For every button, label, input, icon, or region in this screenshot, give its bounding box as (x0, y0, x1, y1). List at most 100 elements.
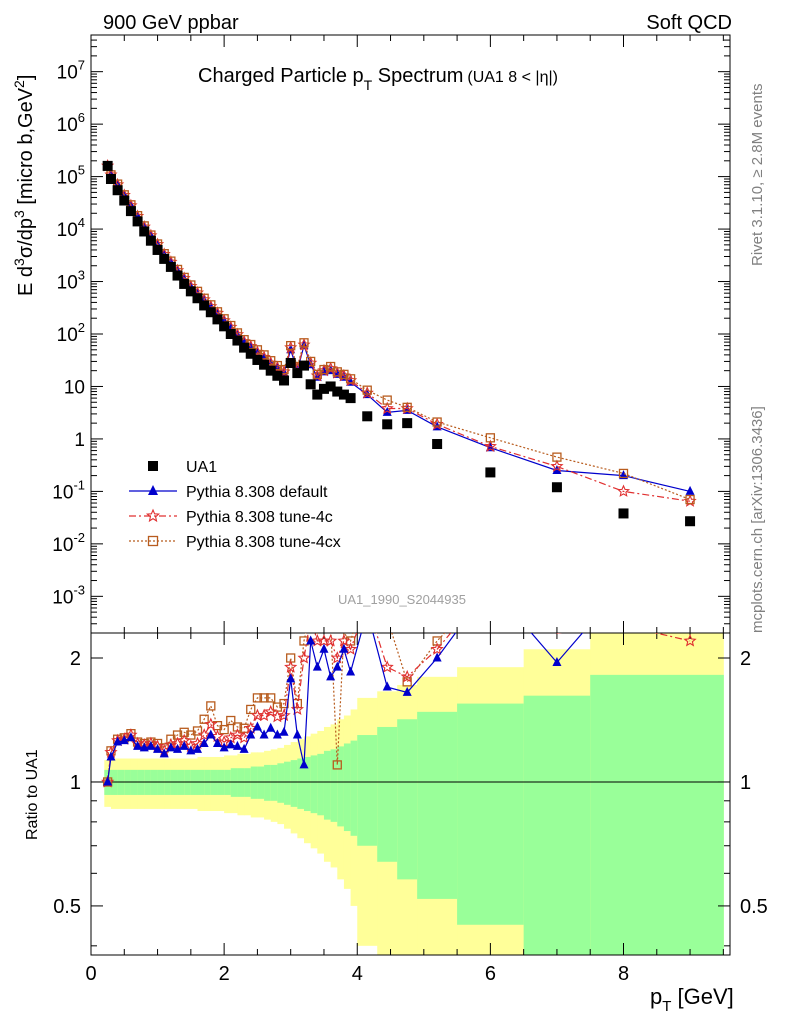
data-point (165, 261, 176, 272)
ratio-panel-frame (90, 632, 731, 956)
data-point (345, 374, 356, 384)
stat-uncertainty-band (357, 735, 378, 846)
legend-label: Pythia 8.308 tune-4c (186, 509, 333, 526)
stat-uncertainty-band (343, 743, 352, 832)
data-point (299, 338, 309, 348)
data-point (550, 459, 564, 472)
data-point (685, 494, 695, 505)
data-point (279, 375, 290, 386)
stat-uncertainty-band (337, 746, 345, 827)
data-point (226, 715, 236, 726)
data-point (179, 278, 190, 289)
data-point (185, 286, 196, 297)
data-point (246, 729, 256, 739)
data-point (284, 660, 298, 673)
ratio-series (101, 633, 697, 788)
data-point (305, 379, 316, 390)
data-point (402, 418, 413, 429)
stat-uncertainty-band (523, 695, 591, 955)
data-point (332, 760, 342, 770)
stat-uncertainty-band (230, 768, 238, 797)
data-point (380, 660, 394, 673)
data-point (204, 717, 218, 730)
mcplots-label: mcplots.cern.ch [arXiv:1306.3436] (749, 406, 766, 633)
data-point (312, 661, 322, 671)
y-tick-label: 105 (57, 163, 85, 189)
main-series (101, 158, 697, 527)
data-point (338, 389, 349, 400)
legend-item: UA1 (148, 459, 217, 476)
stat-uncertainty-band (457, 703, 525, 925)
stat-uncertainty-band (397, 719, 418, 880)
ratio-y-tick-label: 2 (70, 648, 81, 670)
stat-uncertainty-band (244, 768, 252, 797)
stat-uncertainty-band (590, 674, 724, 955)
stat-uncertainty-band (277, 763, 285, 803)
data-point (212, 314, 223, 325)
data-point (285, 358, 296, 369)
stat-uncertainty-band (237, 768, 245, 797)
data-point (332, 386, 343, 397)
data-point (618, 508, 629, 519)
data-point (113, 736, 123, 746)
series-line (107, 165, 691, 502)
header-left: 900 GeV ppbar (103, 12, 239, 34)
stat-uncertainty-band (350, 740, 358, 836)
header-right: Soft QCD (646, 12, 732, 34)
data-point (159, 748, 169, 758)
data-point (618, 468, 629, 479)
y-tick-label: 103 (57, 268, 85, 294)
data-point (319, 364, 329, 375)
data-point (299, 360, 309, 371)
ratio-y-tick-label: 0.5 (53, 896, 81, 918)
stat-uncertainty-band (377, 726, 398, 862)
data-point (318, 383, 329, 394)
y-tick-label: 10-2 (52, 530, 85, 556)
y-tick-label: 107 (57, 58, 85, 84)
data-point (197, 728, 211, 741)
series-line (107, 165, 691, 492)
x-tick-label: 2 (219, 963, 230, 985)
data-point (239, 743, 249, 753)
data-point (172, 270, 183, 281)
reference-label: UA1_1990_S2044935 (338, 592, 466, 607)
data-point (245, 348, 256, 359)
x-tick-label: 4 (352, 963, 363, 985)
data-point (485, 467, 496, 478)
data-point (683, 633, 697, 647)
data-point (552, 465, 562, 475)
data-point (225, 329, 236, 339)
rivet-label: Rivet 3.1.10, ≥ 2.8M events (749, 84, 766, 267)
stat-uncertainty-band (290, 760, 298, 807)
data-point (332, 367, 342, 377)
data-point (400, 669, 414, 683)
data-point (246, 704, 256, 715)
legend: UA1 Pythia 8.308 default Pythia 8.308 tune… (129, 459, 341, 551)
data-point (277, 708, 291, 722)
legend-label: Pythia 8.308 default (186, 484, 328, 501)
data-point (119, 735, 129, 745)
data-point (344, 642, 358, 655)
ratio-y-tick-label-right: 0.5 (740, 896, 768, 918)
legend-item: Pythia 8.308 tune-4c (129, 508, 333, 526)
data-point (685, 485, 695, 495)
stat-uncertainty-band (330, 749, 338, 822)
data-point (146, 740, 156, 750)
series-3 (102, 161, 695, 505)
data-point (292, 729, 302, 739)
data-point (290, 702, 304, 716)
data-point (193, 743, 202, 753)
data-point (265, 365, 276, 376)
stat-uncertainty-band (270, 764, 278, 801)
stat-uncertainty-band (317, 753, 325, 816)
stat-uncertainty-band (323, 750, 332, 820)
data-point (226, 739, 236, 749)
data-point (279, 726, 289, 736)
data-point (139, 226, 150, 237)
data-point (145, 235, 156, 246)
data-point (297, 651, 311, 664)
data-point (199, 714, 209, 724)
data-point (266, 693, 276, 703)
